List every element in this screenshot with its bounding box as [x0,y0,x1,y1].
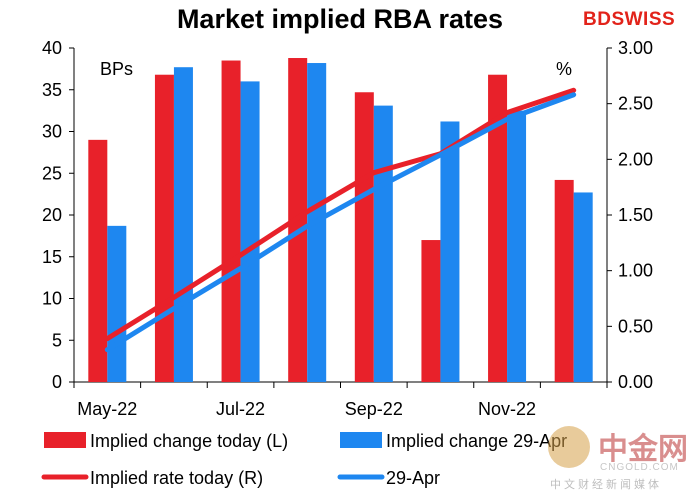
bar-implied-change-today [88,139,108,382]
bar-implied-change-29-apr [373,105,393,383]
bar-implied-change-29-apr [107,225,127,382]
legend-label: Implied change today (L) [90,431,288,451]
watermark-url: CNGOLD.COM [600,462,679,473]
legend-label: Implied change 29-Apr [386,431,567,451]
bar-implied-change-today [421,240,441,382]
right-axis-tick-label: 3.00 [618,38,653,58]
bar-implied-change-today [354,92,374,382]
bar-implied-change-29-apr [507,110,527,382]
legend-label: 29-Apr [386,468,440,488]
left-axis-tick-label: 10 [42,289,62,309]
bar-implied-change-29-apr [173,67,193,382]
bar-implied-change-29-apr [573,192,593,382]
bdswiss-logo: BDSWISS [583,9,675,31]
bar-implied-change-29-apr [440,121,460,382]
x-axis-tick-label: May-22 [77,399,137,419]
right-axis-tick-label: 2.50 [618,94,653,114]
left-axis-tick-label: 40 [42,38,62,58]
left-axis-label: BPs [100,59,133,79]
x-axis-tick-label: Sep-22 [345,399,403,419]
legend-label: Implied rate today (R) [90,468,263,488]
right-axis-label: % [556,59,572,79]
watermark-tagline: 中文财经新闻媒体 [550,478,662,491]
bar-implied-change-today [554,179,574,382]
right-axis-tick-label: 0.50 [618,316,653,336]
bar-implied-change-today [488,74,508,382]
logo-part-swiss: SWISS [611,9,676,30]
right-axis-tick-label: 0.00 [618,372,653,392]
bar-implied-change-29-apr [240,81,260,383]
chart-title: Market implied RBA rates [176,4,504,34]
right-axis-tick-label: 1.50 [618,205,653,225]
left-axis-tick-label: 35 [42,80,62,100]
cngold-watermark: 中金网 CNGOLD.COM 中文财经新闻媒体 [548,422,698,494]
left-axis-tick-label: 15 [42,247,62,267]
left-axis-tick-label: 20 [42,205,62,225]
left-axis-tick-label: 0 [52,372,62,392]
line-implied-rate-29-apr [104,92,577,353]
x-axis-tick-label: Jul-22 [216,399,265,419]
bar-implied-change-today [154,74,174,382]
watermark-brand: 中金网 [598,432,688,467]
bar-implied-change-today [221,60,241,383]
line-implied-rate-today [104,87,577,342]
right-axis-tick-label: 1.00 [618,261,653,281]
left-axis-tick-label: 30 [42,122,62,142]
right-axis-tick-label: 2.00 [618,149,653,169]
logo-part-bd: BD [583,9,612,30]
legend-swatch-bar [44,432,86,448]
watermark-coin-icon [548,426,590,468]
left-axis-tick-label: 5 [52,330,62,350]
left-axis-tick-label: 25 [42,163,62,183]
x-axis-tick-label: Nov-22 [478,399,536,419]
legend-swatch-bar [340,432,382,448]
